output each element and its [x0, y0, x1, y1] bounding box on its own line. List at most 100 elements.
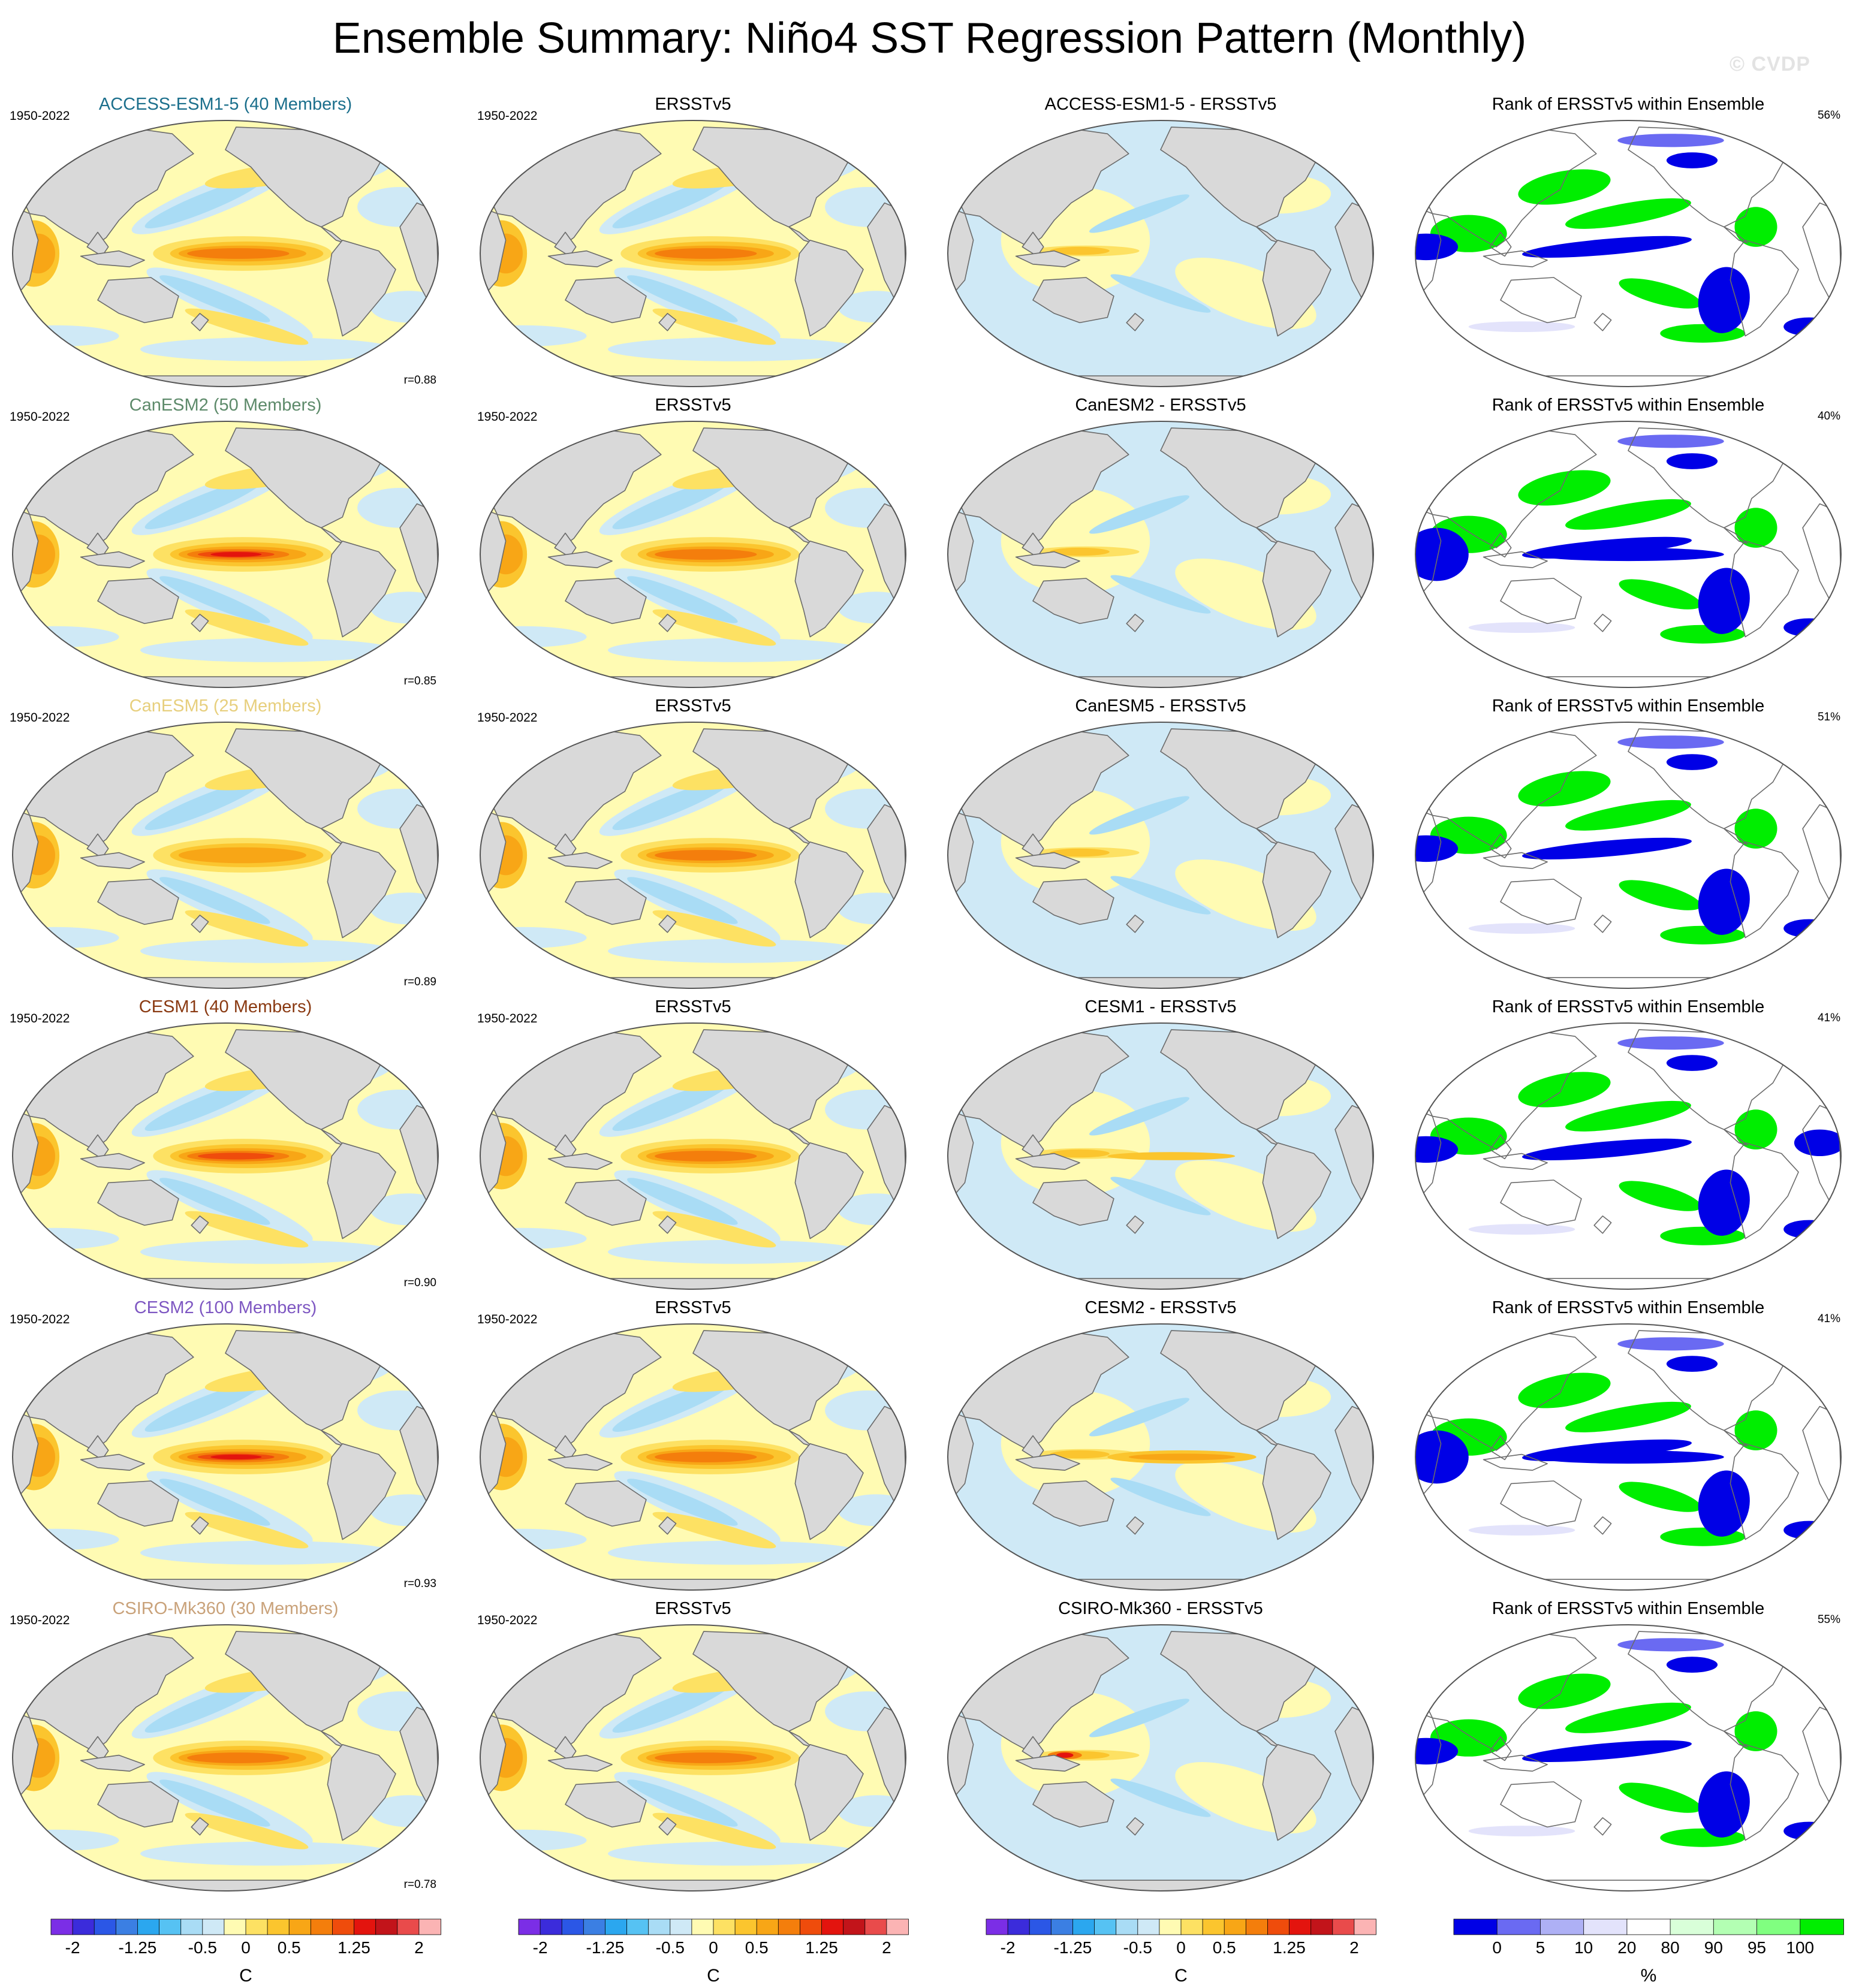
- colorbar-box: [1245, 1918, 1269, 1935]
- rank-blue: [1522, 837, 1692, 860]
- pattern-correlation: r=0.89: [403, 976, 436, 988]
- diff-map: [947, 722, 1374, 989]
- land-africaW: [948, 1410, 974, 1504]
- land-samerica: [1262, 1443, 1331, 1540]
- map-outline: [480, 421, 906, 688]
- land-samerica: [794, 541, 864, 638]
- colorbar-box: [50, 1918, 73, 1935]
- colorbar-box: [540, 1918, 563, 1935]
- colorbar-box: [267, 1918, 290, 1935]
- land-greenland: [1776, 427, 1821, 451]
- land-indonesia: [1015, 1153, 1080, 1170]
- sst-south-cool: [140, 939, 396, 963]
- land-australia: [1032, 879, 1114, 925]
- land-samerica: [794, 1744, 864, 1841]
- map-outline: [480, 1323, 906, 1591]
- colorbar-box: [375, 1918, 398, 1935]
- obs-panel: ERSSTv5 1950-2022: [477, 396, 909, 696]
- colorbar-swatches: [50, 1918, 441, 1935]
- colorbar-box: [604, 1918, 628, 1935]
- map-outline: [480, 722, 906, 989]
- colorbar-box: [1670, 1918, 1715, 1935]
- map-outline: [1415, 120, 1842, 387]
- land-indonesia: [80, 852, 145, 869]
- land-australia: [97, 1179, 179, 1226]
- colorbar-tick-label: -2: [1000, 1938, 1016, 1957]
- pattern-correlation: r=0.90: [403, 1277, 436, 1289]
- years-label: 1950-2022: [477, 109, 538, 123]
- colorbar-box: [713, 1918, 736, 1935]
- land-greenland: [1776, 126, 1821, 150]
- colorbar-box: [648, 1918, 671, 1935]
- map-outline: [947, 421, 1374, 688]
- rank-percent: 51%: [1817, 711, 1840, 723]
- model-title: CanESM2 (50 Members): [129, 396, 322, 415]
- rank-percent: 55%: [1817, 1613, 1840, 1626]
- land-indonesia: [1483, 551, 1548, 568]
- map-outline: [12, 421, 439, 688]
- land-nz: [658, 313, 677, 331]
- land-indonesia: [547, 1754, 613, 1772]
- land-nz: [1126, 1215, 1144, 1234]
- rank-map: [1415, 722, 1842, 989]
- land-africaW: [948, 1109, 974, 1203]
- obs-title: ERSSTv5: [655, 696, 731, 716]
- rank-panel: Rank of ERSSTv5 within Ensemble 40%: [1412, 396, 1844, 696]
- land-nz: [658, 1817, 677, 1836]
- sst-map: [12, 1624, 439, 1892]
- land-africaW: [948, 507, 974, 602]
- land-camerica: [1724, 1429, 1748, 1447]
- land-africaW: [1415, 507, 1442, 602]
- map-outline: [947, 120, 1374, 387]
- land-nz: [1593, 614, 1612, 632]
- land-greenland: [1309, 1330, 1353, 1354]
- land-samerica: [327, 1744, 396, 1841]
- pattern-correlation: r=0.93: [403, 1577, 436, 1590]
- land-australia: [565, 1781, 647, 1828]
- rank-bg: [1415, 120, 1841, 387]
- map-outline: [947, 1323, 1374, 1591]
- land-camerica: [1724, 828, 1748, 845]
- land-greenland: [841, 126, 885, 150]
- land-africaW: [480, 1109, 507, 1203]
- land-africaW: [1415, 1109, 1442, 1203]
- land-africaW: [480, 1410, 507, 1504]
- difference-panel: ACCESS-ESM1-5 - ERSSTv5: [945, 95, 1376, 396]
- rank-blue: [1522, 236, 1692, 258]
- land-greenland: [1776, 1330, 1821, 1354]
- ensemble-mean-panel: ACCESS-ESM1-5 (40 Members) 1950-2022 r=0.8…: [10, 95, 441, 396]
- rank-title: Rank of ERSSTv5 within Ensemble: [1492, 396, 1765, 415]
- land-nz: [1593, 313, 1612, 331]
- land-greenland: [841, 427, 885, 451]
- land-nz: [1126, 1817, 1144, 1836]
- land-indonesia: [547, 852, 613, 869]
- colorbar-box: [518, 1918, 541, 1935]
- land-australia: [1500, 879, 1582, 925]
- colorbar-tick-label: 90: [1704, 1938, 1723, 1957]
- colorbar-box: [864, 1918, 887, 1935]
- colorbar-box: [1224, 1918, 1247, 1935]
- colorbar-box: [1050, 1918, 1074, 1935]
- sst-south-cool: [140, 1239, 396, 1264]
- land-australia: [97, 1781, 179, 1828]
- diff-map: [947, 120, 1374, 387]
- colorbar-box: [1137, 1918, 1160, 1935]
- rank-title: Rank of ERSSTv5 within Ensemble: [1492, 95, 1765, 114]
- obs-map: [480, 1323, 906, 1591]
- rank-blue: [1522, 1138, 1692, 1161]
- colorbar-tick-label: -0.5: [1123, 1938, 1152, 1957]
- colorbar-rank: 0 5 10 20 80 90 95 100%: [1433, 1918, 1859, 1986]
- land-nz: [1593, 915, 1612, 933]
- land-greenland: [841, 728, 885, 752]
- colorbar-sst-1: -2 -1.25 -0.5 0 0.5 1.25 2 C: [498, 1918, 929, 1986]
- obs-panel: ERSSTv5 1950-2022: [477, 997, 909, 1298]
- land-nz: [191, 1215, 209, 1234]
- land-indochina: [1489, 1736, 1512, 1761]
- diff-map: [947, 421, 1374, 688]
- colorbar-box: [626, 1918, 649, 1935]
- land-indonesia: [80, 551, 145, 568]
- map-outline: [480, 1022, 906, 1290]
- page-title: Ensemble Summary: Niño4 SST Regression P…: [332, 14, 1527, 62]
- colorbar-tick-label: -2: [65, 1938, 80, 1957]
- rank-title: Rank of ERSSTv5 within Ensemble: [1492, 696, 1765, 716]
